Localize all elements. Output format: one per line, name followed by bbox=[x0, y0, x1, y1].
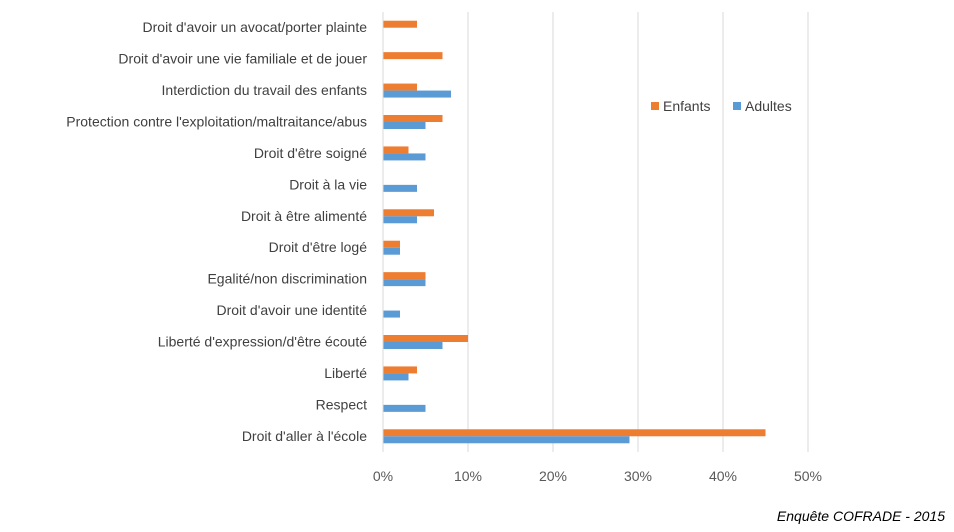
category-label: Protection contre l'exploitation/maltrai… bbox=[66, 114, 367, 130]
bar-adultes bbox=[383, 184, 417, 192]
bar-adultes bbox=[383, 153, 426, 161]
category-label: Droit à la vie bbox=[289, 176, 367, 192]
bars bbox=[383, 20, 766, 444]
category-label: Droit d'être logé bbox=[269, 239, 368, 255]
bar-enfants bbox=[383, 335, 468, 342]
x-tick-label: 40% bbox=[709, 468, 737, 484]
x-tick-label: 50% bbox=[794, 468, 822, 484]
gridlines bbox=[467, 12, 809, 452]
bar-enfants bbox=[383, 429, 766, 437]
category-label: Interdiction du travail des enfants bbox=[162, 82, 367, 98]
bar-enfants bbox=[383, 209, 434, 217]
bar-enfants bbox=[383, 115, 443, 122]
legend-label: Adultes bbox=[745, 98, 792, 114]
category-label: Liberté bbox=[324, 365, 367, 381]
source-note: Enquête COFRADE - 2015 bbox=[776, 508, 945, 524]
category-label: Droit d'avoir un avocat/porter plainte bbox=[143, 19, 368, 35]
bar-enfants bbox=[383, 272, 426, 280]
bar-adultes bbox=[383, 310, 400, 318]
bar-adultes bbox=[383, 279, 426, 287]
category-label: Egalité/non discrimination bbox=[207, 271, 367, 287]
legend-swatch bbox=[651, 102, 659, 110]
x-tick-label: 20% bbox=[539, 468, 567, 484]
category-label: Respect bbox=[316, 396, 367, 412]
bar-adultes bbox=[383, 342, 443, 349]
bar-enfants bbox=[383, 146, 409, 154]
bar-adultes bbox=[383, 404, 426, 412]
category-labels: Droit d'avoir un avocat/porter plainte Dr… bbox=[66, 19, 367, 444]
bar-enfants bbox=[383, 83, 417, 91]
bar-adultes bbox=[383, 373, 409, 381]
category-label: Droit d'être soigné bbox=[254, 145, 367, 161]
legend-label: Enfants bbox=[663, 98, 710, 114]
bar-enfants bbox=[383, 240, 400, 248]
x-tick-label: 10% bbox=[454, 468, 482, 484]
category-label: Droit d'avoir une identité bbox=[216, 302, 367, 318]
x-tick-label: 30% bbox=[624, 468, 652, 484]
bar-adultes bbox=[383, 90, 451, 98]
bar-adultes bbox=[383, 122, 426, 129]
bar-adultes bbox=[383, 216, 417, 224]
category-label: Droit d'aller à l'école bbox=[242, 428, 367, 444]
legend-swatch bbox=[733, 102, 741, 110]
category-label: Droit à être alimenté bbox=[241, 208, 367, 224]
bar-enfants bbox=[383, 52, 443, 60]
bar-enfants bbox=[383, 20, 417, 28]
category-label: Liberté d'expression/d'être écouté bbox=[158, 334, 367, 350]
x-tick-label: 0% bbox=[373, 468, 393, 484]
category-label: Droit d'avoir une vie familiale et de jo… bbox=[118, 51, 367, 67]
bar-adultes bbox=[383, 247, 400, 255]
bar-enfants bbox=[383, 366, 417, 374]
x-tick-labels: 0% 10% 20% 30% 40% 50% bbox=[373, 468, 822, 484]
legend: Enfants Adultes bbox=[651, 98, 792, 114]
bar-adultes bbox=[383, 436, 630, 444]
